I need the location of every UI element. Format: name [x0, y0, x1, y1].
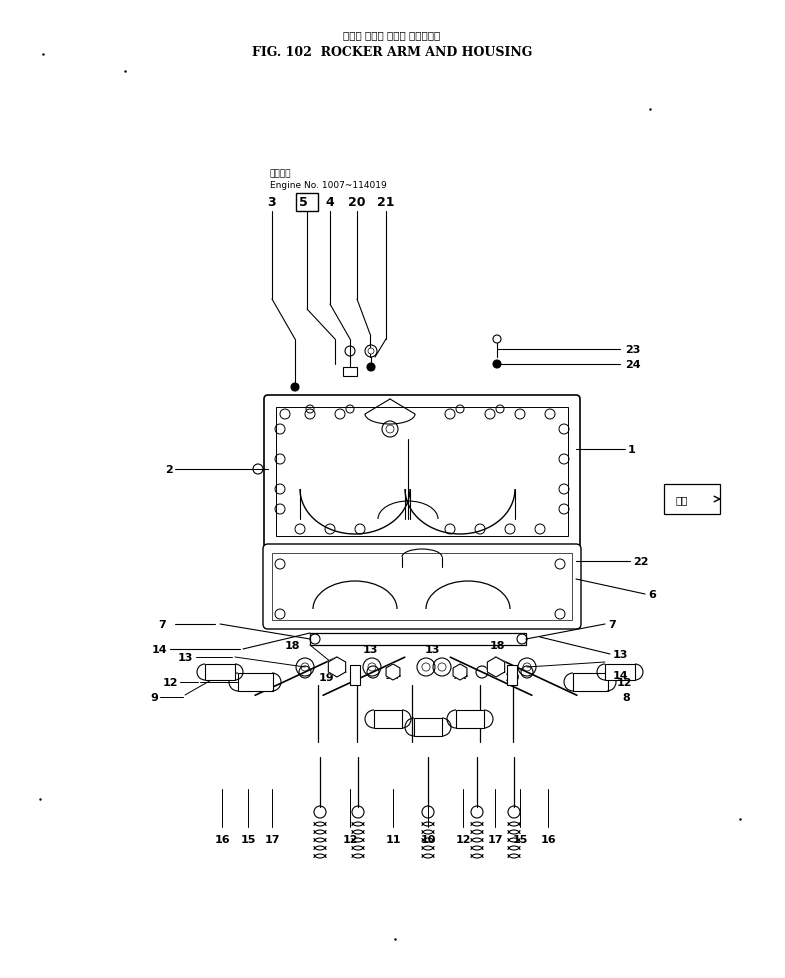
- Text: 13: 13: [425, 645, 440, 654]
- Text: 15: 15: [513, 834, 528, 844]
- FancyBboxPatch shape: [263, 545, 581, 630]
- Text: 12: 12: [163, 678, 178, 688]
- Text: 24: 24: [625, 360, 641, 370]
- Text: 23: 23: [625, 344, 641, 355]
- Text: 1: 1: [628, 445, 636, 455]
- Text: 9: 9: [150, 692, 158, 702]
- Bar: [456, 710, 484, 729]
- Polygon shape: [328, 657, 345, 678]
- Text: 12: 12: [455, 834, 471, 844]
- Text: 17: 17: [265, 834, 279, 844]
- Text: FIG. 102  ROCKER ARM AND HOUSING: FIG. 102 ROCKER ARM AND HOUSING: [252, 45, 532, 59]
- Text: 8: 8: [622, 692, 630, 702]
- Bar: [414, 718, 442, 736]
- Text: 16: 16: [214, 834, 230, 844]
- Polygon shape: [487, 657, 505, 678]
- Text: 10: 10: [420, 834, 436, 844]
- Text: ロッカ アーム および ハウジング: ロッカ アーム および ハウジング: [343, 30, 440, 40]
- Text: 3: 3: [268, 197, 276, 209]
- Text: 12: 12: [617, 678, 633, 688]
- Text: 5: 5: [298, 197, 308, 209]
- Bar: [205, 664, 235, 681]
- Bar: [238, 673, 273, 691]
- Polygon shape: [386, 664, 400, 681]
- Bar: [310, 634, 526, 645]
- Text: 11: 11: [385, 834, 401, 844]
- Text: 7: 7: [608, 619, 615, 630]
- Text: 20: 20: [349, 197, 366, 209]
- Text: 7: 7: [158, 619, 166, 630]
- Text: 前方: 前方: [676, 495, 688, 505]
- Bar: [374, 710, 402, 729]
- Polygon shape: [453, 664, 467, 681]
- Text: 13: 13: [363, 645, 378, 654]
- Text: 14: 14: [385, 670, 401, 681]
- Circle shape: [493, 361, 501, 369]
- Circle shape: [291, 383, 299, 391]
- Circle shape: [368, 348, 374, 355]
- Text: 14: 14: [452, 670, 468, 681]
- Text: 13: 13: [178, 652, 193, 662]
- Bar: [664, 484, 720, 514]
- Text: 14: 14: [613, 670, 629, 681]
- Text: 19: 19: [319, 672, 335, 683]
- Text: 15: 15: [240, 834, 256, 844]
- Text: 22: 22: [633, 556, 648, 566]
- Bar: [272, 554, 572, 620]
- Bar: [296, 194, 318, 212]
- Text: 19: 19: [504, 672, 520, 683]
- Bar: [276, 408, 568, 537]
- FancyBboxPatch shape: [264, 395, 580, 549]
- Text: 6: 6: [648, 590, 656, 600]
- Bar: [507, 665, 517, 686]
- Text: 13: 13: [613, 649, 628, 659]
- Bar: [605, 664, 635, 681]
- Text: 適用号機: 適用号機: [270, 169, 291, 178]
- Bar: [350, 665, 360, 686]
- Text: 2: 2: [165, 465, 173, 474]
- Bar: [573, 673, 608, 691]
- Text: 16: 16: [540, 834, 556, 844]
- Circle shape: [367, 364, 375, 372]
- Text: 18: 18: [489, 641, 505, 650]
- Text: 12: 12: [342, 834, 358, 844]
- Text: 17: 17: [487, 834, 502, 844]
- Bar: [343, 368, 357, 377]
- Text: 14: 14: [152, 645, 168, 654]
- Text: 21: 21: [378, 197, 395, 209]
- Text: 4: 4: [326, 197, 334, 209]
- Text: 18: 18: [285, 641, 301, 650]
- Text: Engine No. 1007~114019: Engine No. 1007~114019: [270, 181, 387, 191]
